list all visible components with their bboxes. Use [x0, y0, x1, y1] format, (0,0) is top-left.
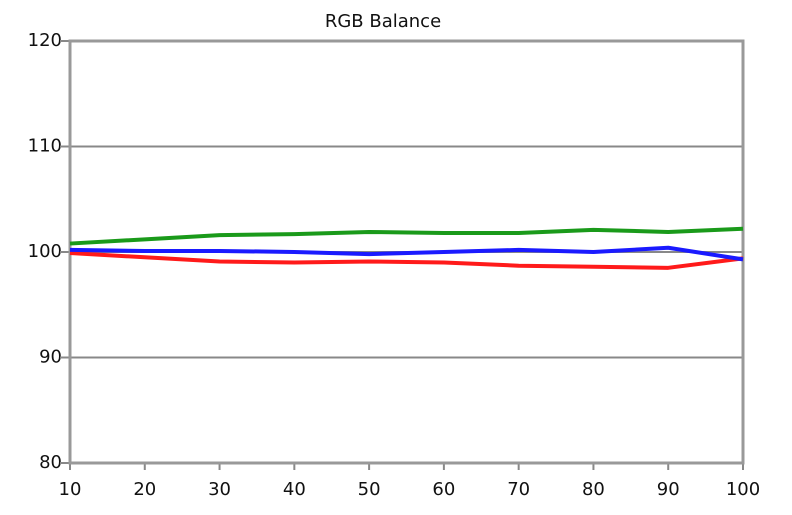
y-tick-label: 90 — [39, 347, 62, 368]
series-line — [69, 251, 744, 270]
x-tick-label: 80 — [582, 479, 605, 500]
x-tick-label: 40 — [283, 479, 306, 500]
x-tick-label: 100 — [726, 479, 760, 500]
y-tick-label: 100 — [28, 241, 62, 262]
x-tick-label: 20 — [133, 479, 156, 500]
series-line — [69, 245, 744, 262]
x-tick-label: 30 — [208, 479, 231, 500]
plot-frame — [68, 39, 745, 465]
x-tick-label: 70 — [507, 479, 530, 500]
chart-title: RGB Balance — [325, 11, 441, 32]
series-line — [69, 226, 744, 246]
x-tick-label: 10 — [59, 479, 82, 500]
x-tick-label: 60 — [432, 479, 455, 500]
y-tick-label: 80 — [39, 452, 62, 473]
y-tick-label: 110 — [28, 136, 62, 157]
x-tick-label: 90 — [657, 479, 680, 500]
y-tick-label: 120 — [28, 30, 62, 51]
x-tick-label: 50 — [358, 479, 381, 500]
